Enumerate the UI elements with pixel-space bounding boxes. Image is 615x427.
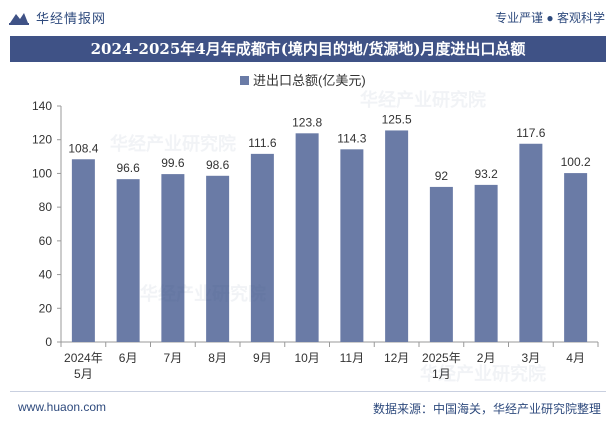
data-label: 98.6 xyxy=(206,158,230,172)
bar xyxy=(385,130,409,342)
x-tick-label: 4月 xyxy=(566,351,585,365)
data-label: 114.3 xyxy=(337,131,366,145)
data-label: 99.6 xyxy=(161,156,185,170)
data-label: 108.4 xyxy=(68,141,98,155)
x-tick-label: 2025年 1月 xyxy=(422,351,461,381)
top-bar: 华经情报网 专业严谨 ● 客观科学 xyxy=(0,0,615,34)
chart-title: 2024-2025年4月年成都市(境内目的地/货源地)月度进出口总额 xyxy=(90,40,526,58)
x-tick-label: 2月 xyxy=(477,351,496,365)
y-tick-label: 40 xyxy=(39,268,53,282)
x-tick-label: 2024年 5月 xyxy=(64,351,103,381)
tagline: 专业严谨 ● 客观科学 xyxy=(495,11,605,25)
logo-icon xyxy=(9,12,29,25)
bar xyxy=(71,159,95,342)
data-label: 92 xyxy=(435,169,449,183)
bar xyxy=(519,143,543,342)
data-label: 93.2 xyxy=(474,167,498,181)
bar xyxy=(250,153,274,342)
x-tick-label: 9月 xyxy=(253,351,272,365)
x-tick-label: 10月 xyxy=(294,351,319,365)
bar xyxy=(474,184,498,342)
data-label: 125.5 xyxy=(382,112,412,126)
x-tick-label: 7月 xyxy=(164,351,183,365)
x-tick-label: 6月 xyxy=(119,351,138,365)
bar xyxy=(340,149,364,342)
data-label: 96.6 xyxy=(116,161,140,175)
bar xyxy=(429,186,453,342)
x-tick-label: 12月 xyxy=(384,351,409,365)
y-tick-label: 100 xyxy=(32,166,52,180)
title-bar: 2024-2025年4月年成都市(境内目的地/货源地)月度进出口总额 xyxy=(10,36,606,62)
legend-swatch xyxy=(240,76,249,85)
x-tick-label: 11月 xyxy=(340,351,364,365)
footer-source: 数据来源：中国海关，华经产业研究院整理 xyxy=(372,402,601,416)
footer-website[interactable]: www.huaon.com xyxy=(18,400,107,414)
brand-logo: 华经情报网 xyxy=(8,8,106,27)
x-tick-label: 3月 xyxy=(522,351,541,365)
bar xyxy=(116,179,140,342)
bar xyxy=(295,133,319,342)
legend-label: 进出口总额(亿美元) xyxy=(253,73,366,88)
y-tick-label: 20 xyxy=(39,301,53,315)
data-label: 111.6 xyxy=(248,136,277,150)
y-tick-label: 0 xyxy=(45,335,52,349)
bar xyxy=(564,173,588,342)
y-tick-label: 140 xyxy=(32,99,52,113)
bar-chart: 进出口总额(亿美元) 0 20 40 60 80 100 120 140 108.4 2024年 5月… xyxy=(32,73,599,381)
footer-divider xyxy=(10,391,606,392)
data-label: 117.6 xyxy=(516,126,545,140)
bar xyxy=(206,175,230,342)
bar xyxy=(161,174,185,342)
y-tick-label: 60 xyxy=(39,234,53,248)
data-label: 123.8 xyxy=(292,115,322,129)
x-tick-label: 8月 xyxy=(208,351,227,365)
y-tick-label: 80 xyxy=(39,200,53,214)
brand-name: 华经情报网 xyxy=(36,11,107,26)
data-label: 100.2 xyxy=(561,155,591,169)
y-tick-label: 120 xyxy=(32,133,52,147)
